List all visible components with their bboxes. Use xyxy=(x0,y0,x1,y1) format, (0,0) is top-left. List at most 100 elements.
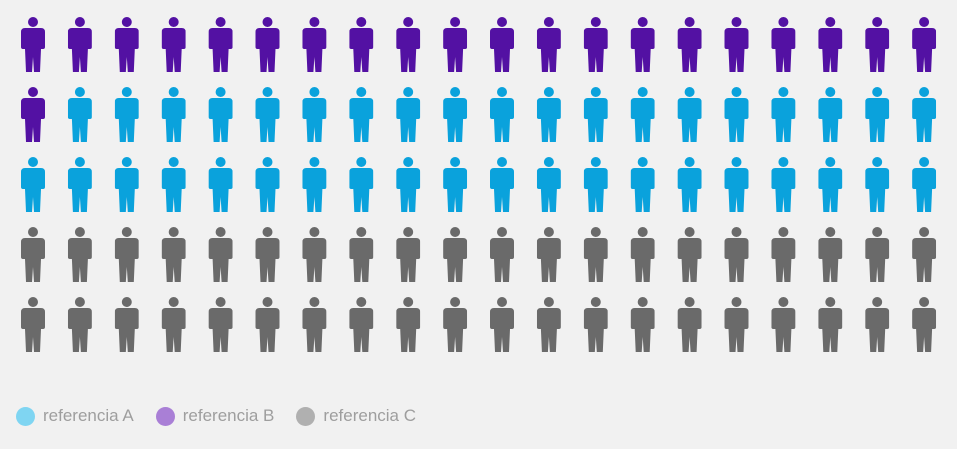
person-icon xyxy=(865,227,890,282)
person-icon xyxy=(865,17,890,72)
person-icon xyxy=(490,17,514,72)
person-icon-grid xyxy=(21,17,937,352)
person-icon xyxy=(114,227,139,282)
person-icon xyxy=(536,157,561,212)
person-icon xyxy=(724,87,749,142)
person-icon xyxy=(677,227,702,282)
person-icon xyxy=(630,17,655,72)
person-icon xyxy=(865,87,890,142)
person-icon xyxy=(630,157,655,212)
person-icon xyxy=(912,157,937,212)
person-icon xyxy=(724,297,749,352)
person-icon xyxy=(396,227,421,282)
person-icon xyxy=(818,87,843,142)
person-icon xyxy=(67,297,92,352)
person-icon xyxy=(677,157,702,212)
legend-swatch-referencia-a xyxy=(16,406,35,426)
person-icon xyxy=(912,227,937,282)
person-icon xyxy=(208,227,233,282)
person-icon xyxy=(583,87,608,142)
person-pictogram xyxy=(21,17,937,352)
legend-label-referencia-a: referencia A xyxy=(43,406,134,425)
person-icon xyxy=(114,87,139,142)
person-icon xyxy=(114,297,139,352)
legend-item-referencia-b[interactable]: referencia B xyxy=(155,406,275,426)
person-icon xyxy=(443,17,468,72)
person-icon xyxy=(536,87,561,142)
person-icon xyxy=(21,157,45,212)
person-icon xyxy=(302,157,327,212)
person-icon xyxy=(490,87,514,142)
person-icon xyxy=(302,227,327,282)
person-icon xyxy=(396,297,421,352)
person-icon xyxy=(583,297,608,352)
legend-swatch-referencia-b xyxy=(155,406,175,426)
person-icon xyxy=(536,227,561,282)
person-icon xyxy=(161,297,186,352)
person-icon xyxy=(161,227,186,282)
person-icon xyxy=(67,157,92,212)
person-icon xyxy=(114,157,139,212)
person-icon xyxy=(724,227,749,282)
person-icon xyxy=(396,87,421,142)
person-icon xyxy=(677,17,702,72)
person-icon xyxy=(21,227,45,282)
person-icon xyxy=(161,17,186,72)
person-icon xyxy=(67,87,92,142)
person-icon xyxy=(255,157,280,212)
person-icon xyxy=(443,87,468,142)
person-icon xyxy=(67,227,92,282)
person-icon xyxy=(255,297,280,352)
person-icon xyxy=(67,17,92,72)
person-icon xyxy=(349,17,374,72)
person-icon xyxy=(349,227,374,282)
person-icon xyxy=(912,17,937,72)
person-icon xyxy=(912,297,937,352)
person-icon xyxy=(771,157,796,212)
person-icon xyxy=(396,17,421,72)
person-icon xyxy=(818,297,843,352)
person-icon xyxy=(302,297,327,352)
person-icon xyxy=(771,87,796,142)
person-icon xyxy=(865,157,890,212)
person-icon xyxy=(771,17,796,72)
person-icon xyxy=(349,87,374,142)
person-icon xyxy=(912,87,937,142)
legend-item-referencia-c[interactable]: referencia C xyxy=(296,406,416,426)
person-icon xyxy=(771,297,796,352)
person-icon xyxy=(583,227,608,282)
person-icon xyxy=(302,87,327,142)
person-icon xyxy=(490,297,514,352)
person-icon xyxy=(677,297,702,352)
person-icon xyxy=(208,297,233,352)
person-icon xyxy=(677,87,702,142)
legend-label-referencia-b: referencia B xyxy=(182,406,275,425)
person-icon xyxy=(818,17,843,72)
legend-item-referencia-a[interactable]: referencia A xyxy=(16,406,134,426)
person-icon xyxy=(630,297,655,352)
legend-swatch-referencia-c xyxy=(296,406,316,426)
person-icon xyxy=(724,17,749,72)
person-icon xyxy=(349,297,374,352)
person-icon xyxy=(536,17,561,72)
person-icon xyxy=(349,157,374,212)
person-icon xyxy=(724,157,749,212)
person-icon xyxy=(583,157,608,212)
person-icon xyxy=(443,227,468,282)
legend-label-referencia-c: referencia C xyxy=(323,406,417,425)
person-icon xyxy=(630,87,655,142)
person-icon xyxy=(583,17,608,72)
person-icon xyxy=(443,157,468,212)
person-icon xyxy=(208,17,233,72)
person-icon xyxy=(255,227,280,282)
person-icon xyxy=(21,87,45,142)
person-icon xyxy=(443,297,468,352)
person-icon xyxy=(490,227,514,282)
legend: referencia A referencia B referencia C xyxy=(16,403,438,429)
person-icon xyxy=(302,17,327,72)
person-icon xyxy=(114,17,139,72)
person-icon xyxy=(21,297,45,352)
person-icon xyxy=(490,157,514,212)
person-icon xyxy=(818,227,843,282)
person-icon xyxy=(396,157,421,212)
